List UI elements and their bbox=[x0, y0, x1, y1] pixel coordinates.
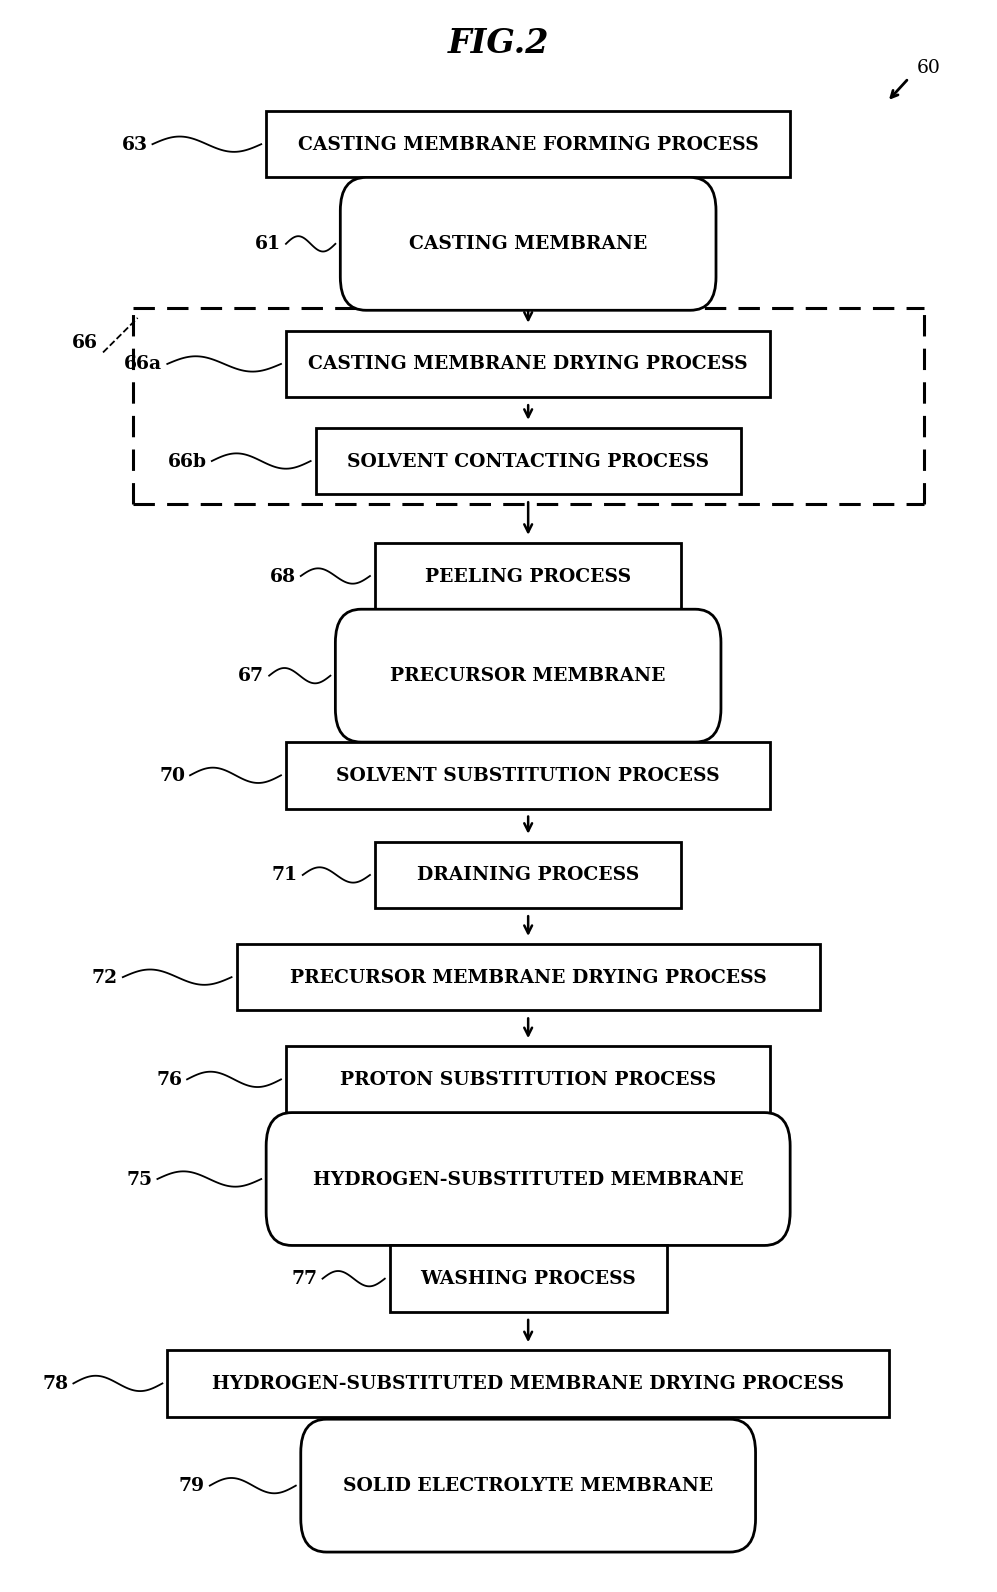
Text: 63: 63 bbox=[122, 135, 148, 154]
Text: HYDROGEN-SUBSTITUTED MEMBRANE DRYING PROCESS: HYDROGEN-SUBSTITUTED MEMBRANE DRYING PRO… bbox=[212, 1374, 844, 1393]
Text: PRECURSOR MEMBRANE DRYING PROCESS: PRECURSOR MEMBRANE DRYING PROCESS bbox=[290, 968, 767, 987]
Text: 66b: 66b bbox=[167, 452, 206, 470]
Text: 75: 75 bbox=[127, 1170, 153, 1188]
Text: SOLVENT CONTACTING PROCESS: SOLVENT CONTACTING PROCESS bbox=[347, 452, 709, 470]
FancyBboxPatch shape bbox=[375, 543, 681, 610]
FancyBboxPatch shape bbox=[266, 1113, 791, 1245]
Text: SOLVENT SUBSTITUTION PROCESS: SOLVENT SUBSTITUTION PROCESS bbox=[336, 767, 720, 785]
Text: CASTING MEMBRANE: CASTING MEMBRANE bbox=[409, 236, 647, 253]
Text: 78: 78 bbox=[42, 1374, 69, 1393]
Text: HYDROGEN-SUBSTITUTED MEMBRANE: HYDROGEN-SUBSTITUTED MEMBRANE bbox=[313, 1170, 744, 1188]
Text: 67: 67 bbox=[238, 667, 264, 685]
Text: 60: 60 bbox=[916, 59, 940, 76]
Text: 71: 71 bbox=[271, 866, 298, 884]
FancyBboxPatch shape bbox=[316, 428, 741, 495]
FancyBboxPatch shape bbox=[340, 178, 716, 310]
Text: FIG.2: FIG.2 bbox=[448, 27, 549, 60]
Text: CASTING MEMBRANE DRYING PROCESS: CASTING MEMBRANE DRYING PROCESS bbox=[308, 355, 748, 373]
Text: 79: 79 bbox=[178, 1477, 204, 1495]
FancyBboxPatch shape bbox=[266, 111, 791, 178]
FancyBboxPatch shape bbox=[286, 742, 771, 809]
Text: 66: 66 bbox=[72, 334, 99, 352]
Text: WASHING PROCESS: WASHING PROCESS bbox=[421, 1270, 636, 1288]
FancyBboxPatch shape bbox=[390, 1245, 667, 1312]
Text: PEELING PROCESS: PEELING PROCESS bbox=[425, 567, 631, 586]
Text: 66a: 66a bbox=[125, 355, 163, 373]
Text: PROTON SUBSTITUTION PROCESS: PROTON SUBSTITUTION PROCESS bbox=[340, 1070, 716, 1089]
Text: DRAINING PROCESS: DRAINING PROCESS bbox=[417, 866, 639, 884]
Text: 77: 77 bbox=[291, 1270, 318, 1288]
FancyBboxPatch shape bbox=[375, 842, 681, 909]
FancyBboxPatch shape bbox=[335, 610, 721, 742]
Text: SOLID ELECTROLYTE MEMBRANE: SOLID ELECTROLYTE MEMBRANE bbox=[343, 1477, 713, 1495]
FancyBboxPatch shape bbox=[236, 944, 820, 1011]
FancyBboxPatch shape bbox=[301, 1418, 756, 1552]
Text: 70: 70 bbox=[160, 767, 185, 785]
Text: 76: 76 bbox=[157, 1070, 182, 1089]
FancyBboxPatch shape bbox=[167, 1350, 889, 1417]
FancyBboxPatch shape bbox=[286, 331, 771, 398]
Text: 68: 68 bbox=[270, 567, 296, 586]
Text: PRECURSOR MEMBRANE: PRECURSOR MEMBRANE bbox=[391, 667, 666, 685]
Text: CASTING MEMBRANE FORMING PROCESS: CASTING MEMBRANE FORMING PROCESS bbox=[298, 135, 759, 154]
Text: 61: 61 bbox=[255, 236, 281, 253]
FancyBboxPatch shape bbox=[286, 1046, 771, 1113]
Text: 72: 72 bbox=[92, 968, 118, 987]
